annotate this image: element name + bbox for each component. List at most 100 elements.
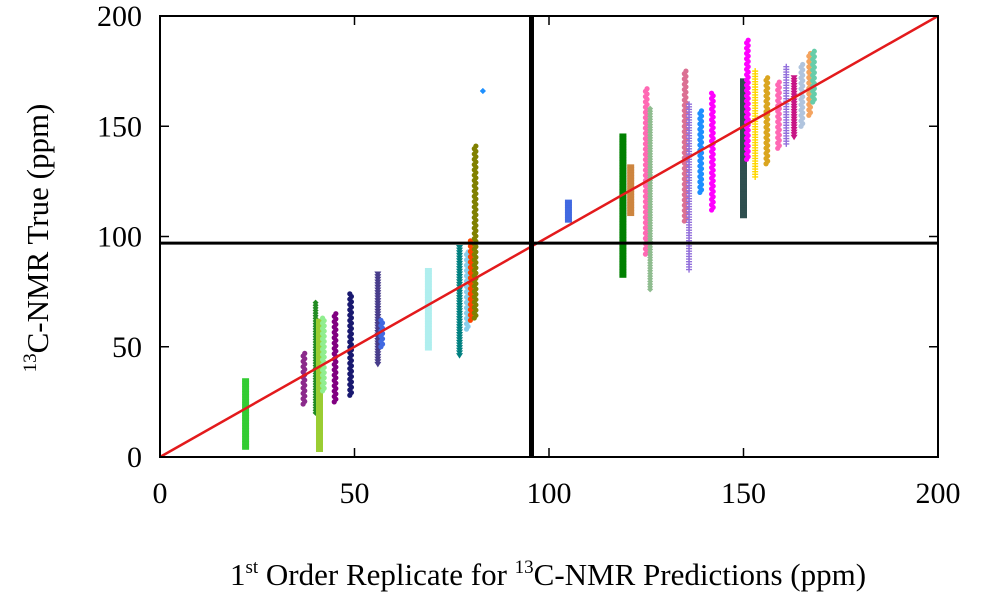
data-point bbox=[619, 216, 627, 220]
data-point bbox=[740, 78, 747, 82]
data-point bbox=[242, 378, 250, 382]
data-point bbox=[740, 123, 747, 127]
data-point bbox=[619, 234, 627, 238]
data-point bbox=[315, 361, 323, 365]
data-point bbox=[315, 342, 323, 346]
data-point bbox=[315, 385, 323, 389]
data-point bbox=[619, 223, 627, 228]
data-point bbox=[619, 213, 627, 217]
data-point bbox=[242, 391, 250, 395]
axis-ticks: 0 50 100 150 200 0 50 100 150 200 bbox=[97, 0, 961, 510]
data-series-19 bbox=[647, 105, 654, 293]
data-point bbox=[619, 157, 627, 161]
data-point bbox=[619, 165, 627, 169]
data-point bbox=[302, 350, 308, 356]
data-point bbox=[315, 438, 323, 442]
data-point bbox=[424, 310, 432, 314]
data-point bbox=[619, 221, 627, 225]
data-point bbox=[347, 291, 353, 297]
data-point bbox=[740, 136, 747, 140]
data-point bbox=[619, 168, 627, 172]
data-series-31 bbox=[798, 61, 806, 129]
data-point bbox=[242, 399, 250, 403]
data-point bbox=[740, 149, 747, 153]
data-point bbox=[424, 315, 432, 319]
data-point bbox=[619, 269, 627, 273]
data-series-22 bbox=[697, 108, 705, 195]
data-point bbox=[564, 212, 572, 216]
data-point bbox=[424, 270, 432, 274]
data-point bbox=[698, 108, 705, 114]
data-series-27 bbox=[763, 75, 771, 167]
data-point bbox=[740, 201, 747, 206]
data-point bbox=[740, 88, 747, 93]
data-point bbox=[315, 350, 323, 354]
data-point bbox=[424, 283, 432, 288]
data-point bbox=[740, 209, 747, 213]
data-point bbox=[740, 133, 747, 137]
data-point bbox=[740, 109, 747, 114]
data-point bbox=[242, 396, 250, 400]
data-point bbox=[619, 218, 627, 222]
data-point bbox=[315, 422, 323, 426]
data-point bbox=[315, 448, 323, 452]
data-point bbox=[315, 416, 323, 421]
data-point bbox=[800, 61, 806, 68]
data-point bbox=[315, 334, 323, 338]
data-point bbox=[740, 117, 747, 121]
data-point bbox=[740, 175, 747, 179]
data-point bbox=[740, 99, 747, 103]
data-point bbox=[564, 207, 572, 211]
data-point bbox=[740, 91, 747, 95]
data-point bbox=[424, 326, 432, 330]
data-point bbox=[627, 191, 635, 195]
data-series-29 bbox=[783, 63, 790, 147]
data-point bbox=[740, 115, 747, 119]
data-point bbox=[473, 143, 479, 149]
data-point bbox=[619, 202, 627, 206]
data-point bbox=[740, 215, 747, 219]
data-point bbox=[619, 141, 627, 145]
data-marks bbox=[242, 37, 817, 452]
data-point bbox=[619, 184, 627, 188]
data-point bbox=[627, 185, 635, 190]
data-point bbox=[242, 415, 250, 419]
data-point bbox=[752, 68, 759, 75]
data-point bbox=[424, 336, 432, 340]
data-point bbox=[627, 212, 635, 217]
data-point bbox=[456, 245, 464, 251]
data-series-16 bbox=[619, 133, 627, 278]
data-point bbox=[564, 214, 572, 218]
data-point bbox=[315, 353, 323, 357]
data-point bbox=[619, 237, 627, 241]
data-point bbox=[424, 278, 432, 282]
data-point bbox=[619, 189, 627, 193]
data-point bbox=[740, 112, 747, 116]
data-point bbox=[740, 207, 747, 211]
data-point bbox=[740, 144, 747, 148]
data-point bbox=[619, 210, 627, 214]
data-point bbox=[740, 199, 747, 203]
data-series-30 bbox=[790, 75, 798, 141]
data-point bbox=[564, 202, 572, 206]
data-point bbox=[315, 337, 323, 341]
data-point bbox=[564, 219, 572, 223]
data-point bbox=[740, 196, 747, 200]
data-point bbox=[242, 425, 250, 429]
y-tick-label: 100 bbox=[97, 221, 142, 254]
data-point bbox=[242, 417, 250, 421]
y-tick-label: 200 bbox=[97, 0, 142, 33]
data-point bbox=[315, 382, 323, 386]
data-point bbox=[627, 193, 635, 198]
data-point bbox=[644, 86, 650, 92]
data-point bbox=[740, 83, 747, 87]
data-point bbox=[424, 286, 432, 290]
data-point bbox=[740, 104, 747, 108]
data-point bbox=[740, 186, 747, 190]
data-point bbox=[315, 427, 323, 431]
data-point bbox=[242, 430, 250, 435]
data-point bbox=[627, 180, 635, 184]
data-point bbox=[627, 175, 635, 179]
data-point bbox=[315, 398, 323, 402]
data-point bbox=[315, 366, 323, 370]
